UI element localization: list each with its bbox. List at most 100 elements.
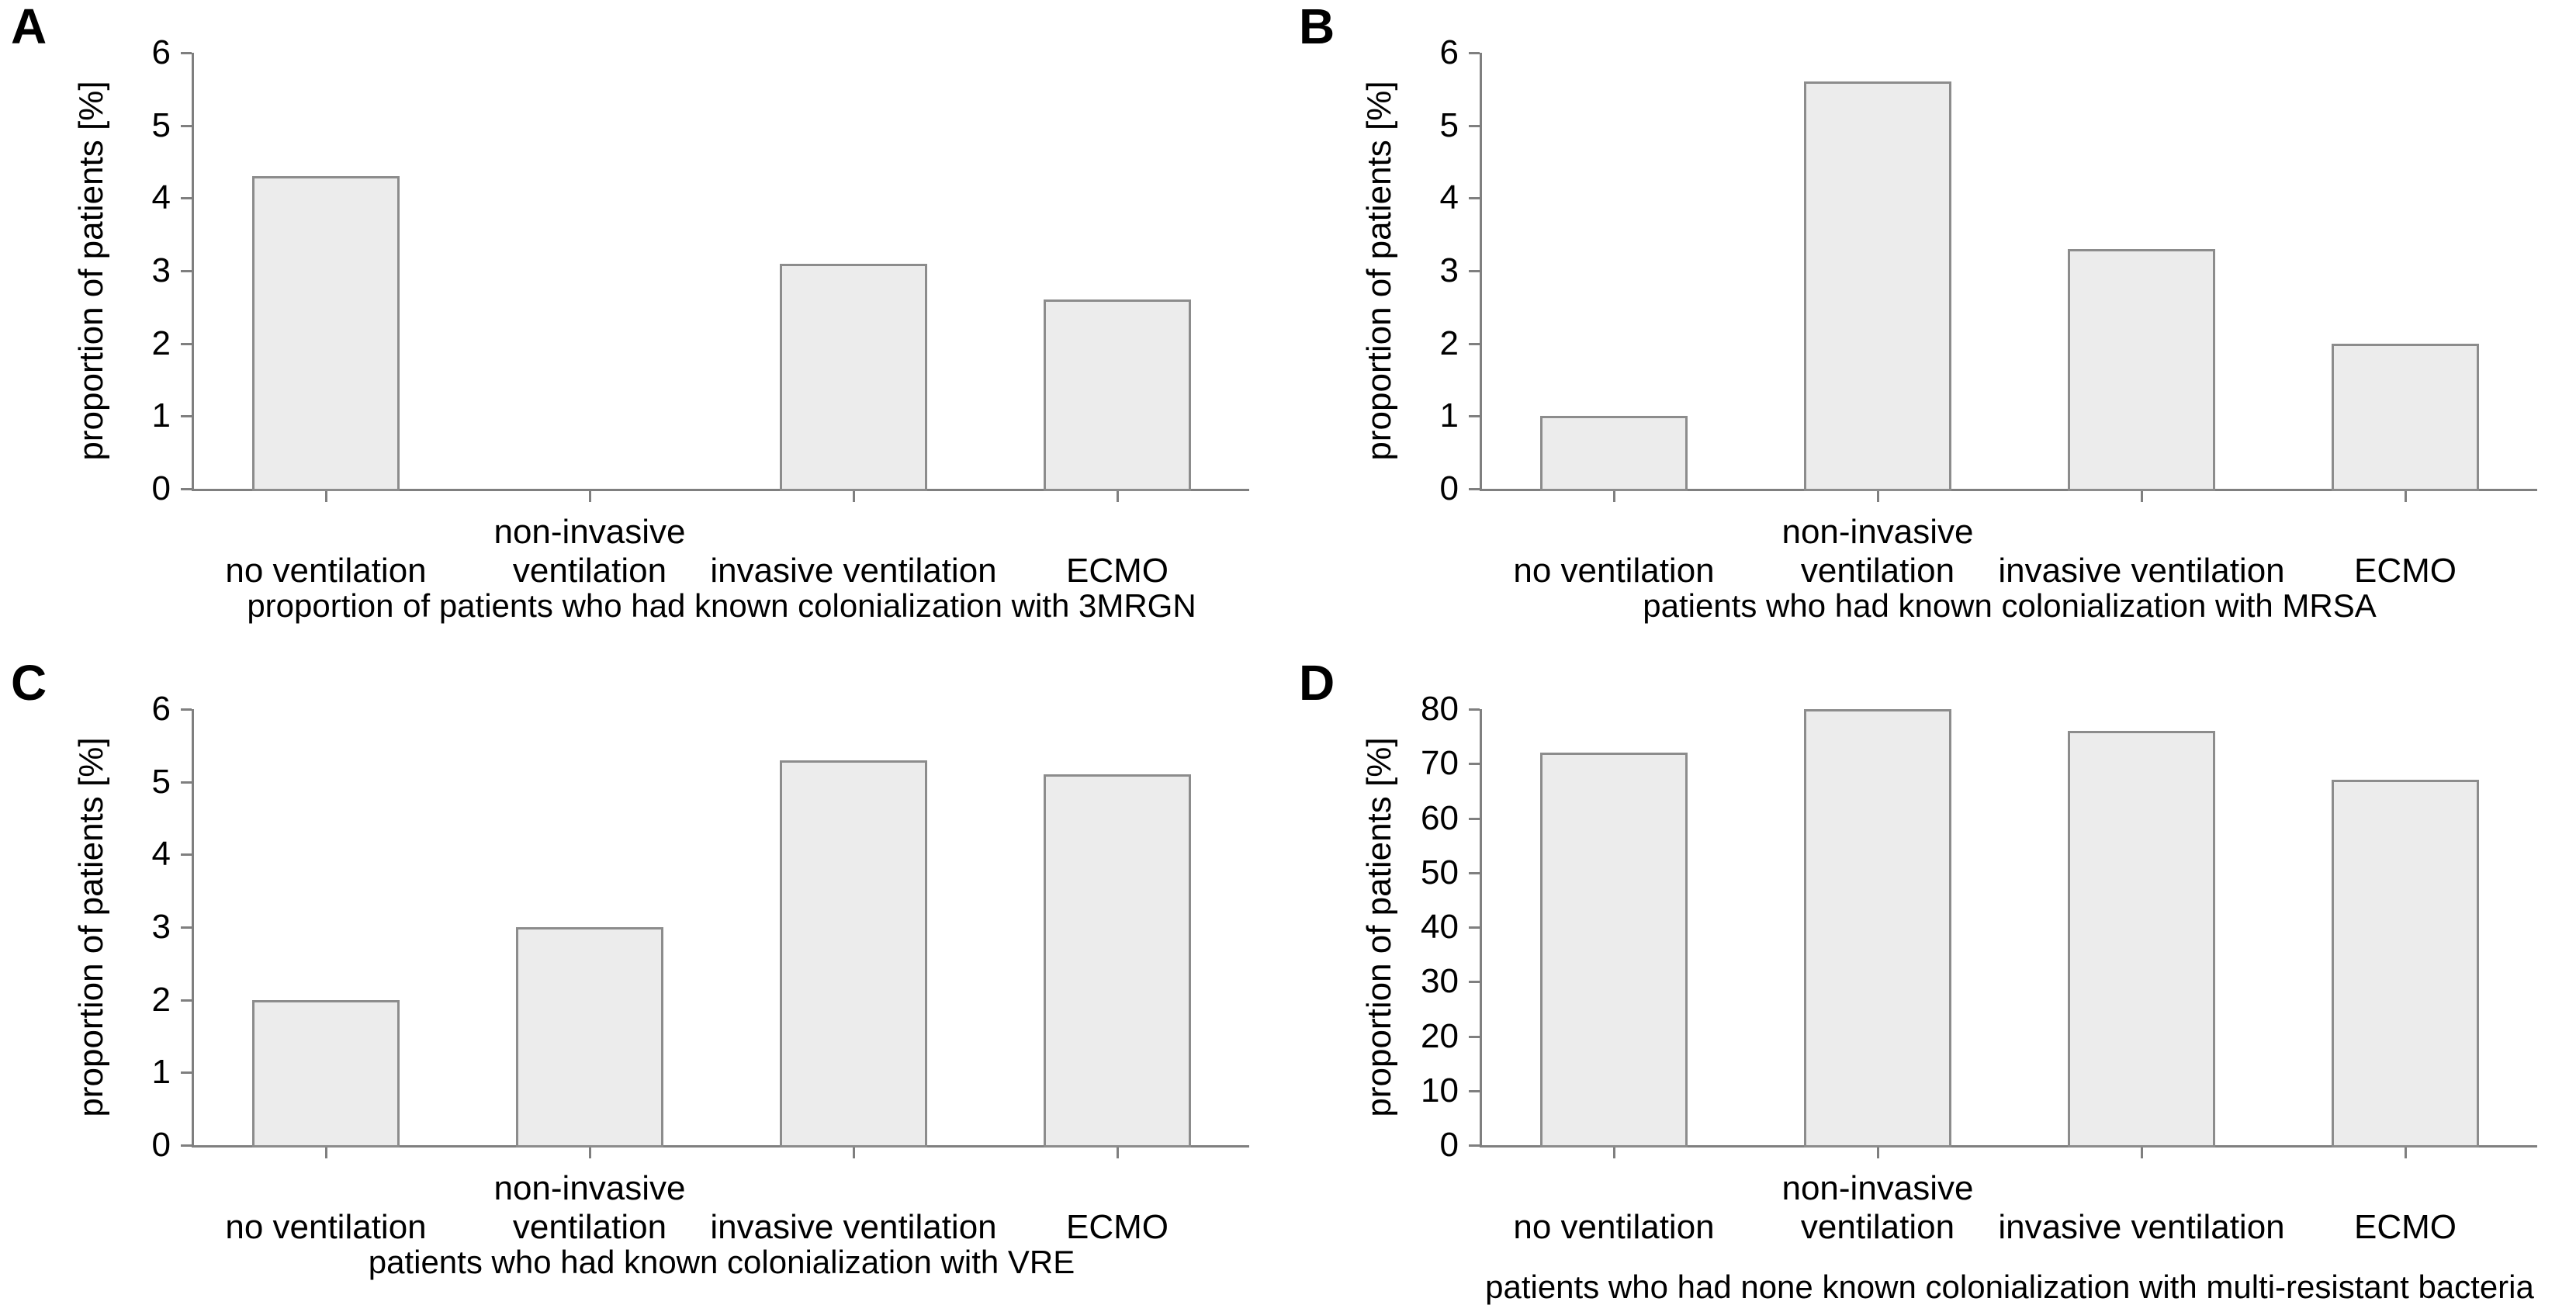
y-tick-mark (1469, 1089, 1480, 1092)
y-tick-label: 70 (1421, 744, 1459, 783)
x-category-label: invasive ventilation (710, 1208, 997, 1247)
bar (1804, 709, 1951, 1148)
x-axis-line (192, 1145, 1249, 1148)
x-tick-mark (1116, 491, 1119, 502)
bar (1804, 81, 1951, 491)
x-tick-mark (1116, 1148, 1119, 1158)
y-tick-label: 3 (151, 908, 171, 946)
y-tick-label: 2 (151, 980, 171, 1019)
x-category-label: invasive ventilation (1998, 552, 2285, 590)
x-category-label: no ventilation (225, 552, 427, 590)
bar (2332, 343, 2479, 491)
y-tick-label: 4 (1439, 178, 1459, 217)
bar (780, 263, 927, 491)
y-tick-label: 5 (151, 762, 171, 801)
y-tick-label: 5 (1439, 106, 1459, 144)
y-tick-label: 2 (1439, 324, 1459, 362)
y-tick-mark (181, 1071, 192, 1075)
y-tick-mark (1469, 124, 1480, 127)
bar (1540, 416, 1688, 491)
y-tick-label: 1 (1439, 396, 1459, 435)
y-tick-mark (181, 853, 192, 857)
y-tick-mark (1469, 981, 1480, 984)
x-axis-line (1480, 1145, 2537, 1148)
y-tick-mark (181, 270, 192, 272)
y-tick-label: 0 (151, 469, 171, 507)
y-tick-label: 6 (1439, 33, 1459, 71)
y-tick-mark (181, 781, 192, 784)
x-axis-title: patients who had known colonialization w… (1643, 587, 2377, 624)
panel-d: D proportion of patients [%] 0 10 20 30 40 50… (1288, 656, 2576, 1312)
y-tick-label: 0 (1439, 1126, 1459, 1164)
panel-c: C proportion of patients [%] 0 1 2 3 4 5 6 no v… (0, 656, 1288, 1312)
y-tick-mark (181, 124, 192, 127)
y-tick-mark (1469, 270, 1480, 272)
y-axis-line (192, 709, 194, 1148)
y-tick-mark (181, 197, 192, 200)
panel-b: B proportion of patients [%] 0 1 2 3 4 5 6 no v… (1288, 0, 2576, 656)
y-tick-mark (181, 488, 192, 490)
y-tick-mark (181, 926, 192, 929)
x-tick-mark (2404, 491, 2407, 502)
x-tick-mark (1876, 491, 1879, 502)
x-axis-title: patients who had known colonialization w… (368, 1244, 1075, 1280)
x-tick-mark (588, 491, 591, 502)
y-tick-label: 0 (151, 1126, 171, 1164)
panel-a: A proportion of patients [%] 0 1 2 3 4 5 6 no v… (0, 0, 1288, 656)
x-tick-mark (324, 491, 327, 502)
x-category-label: ECMO (1066, 1208, 1169, 1247)
bar (2332, 780, 2479, 1148)
y-tick-mark (1469, 342, 1480, 345)
bar (1044, 774, 1191, 1148)
y-tick-mark (1469, 197, 1480, 200)
x-category-label: non-invasive ventilation (493, 1168, 686, 1247)
y-tick-label: 3 (151, 251, 171, 289)
y-tick-label: 1 (151, 396, 171, 435)
x-tick-mark (852, 491, 855, 502)
y-axis-line (1480, 709, 1482, 1148)
y-tick-label: 30 (1421, 962, 1459, 1001)
y-tick-label: 0 (1439, 469, 1459, 507)
x-tick-mark (588, 1148, 591, 1158)
x-tick-mark (852, 1148, 855, 1158)
panel-letter-d: D (1299, 655, 1335, 711)
y-tick-label: 50 (1421, 853, 1459, 891)
y-tick-mark (181, 708, 192, 711)
x-category-label: non-invasive ventilation (1781, 512, 1974, 590)
y-tick-label: 4 (151, 178, 171, 217)
x-category-label: ECMO (1066, 552, 1169, 590)
x-category-label: ECMO (2354, 1208, 2457, 1247)
x-axis-line (192, 489, 1249, 491)
bar (1540, 753, 1688, 1148)
y-tick-label: 6 (151, 690, 171, 728)
y-tick-label: 80 (1421, 690, 1459, 728)
x-tick-mark (2140, 491, 2143, 502)
y-tick-mark (181, 342, 192, 345)
y-tick-label: 2 (151, 324, 171, 362)
y-tick-mark (1469, 488, 1480, 490)
bar (252, 176, 400, 491)
panel-letter-b: B (1299, 0, 1335, 54)
plot-area: 0 10 20 30 40 50 60 70 80 no ventilation non-invas… (1421, 692, 2537, 1246)
x-category-label: no ventilation (1513, 1208, 1715, 1247)
x-tick-mark (1612, 1148, 1615, 1158)
bar (516, 927, 663, 1148)
y-tick-label: 40 (1421, 908, 1459, 946)
x-axis-title: proportion of patients who had known col… (247, 587, 1196, 624)
y-tick-label: 5 (151, 106, 171, 144)
y-tick-label: 3 (1439, 251, 1459, 289)
y-axis-line (192, 53, 194, 491)
y-tick-mark (181, 999, 192, 1002)
plot-area: 0 1 2 3 4 5 6 no ventilation non-invasive ventil… (1440, 36, 2537, 590)
bar (2068, 731, 2215, 1148)
bar (1044, 299, 1191, 491)
y-tick-mark (181, 415, 192, 418)
plot-area: 0 1 2 3 4 5 6 no ventilation non-invasive ventil… (152, 36, 1249, 590)
y-tick-mark (1469, 708, 1480, 711)
x-category-label: invasive ventilation (710, 552, 997, 590)
y-tick-mark (1469, 415, 1480, 418)
y-tick-mark (1469, 1035, 1480, 1038)
bar (780, 760, 927, 1148)
x-tick-mark (1876, 1148, 1879, 1158)
